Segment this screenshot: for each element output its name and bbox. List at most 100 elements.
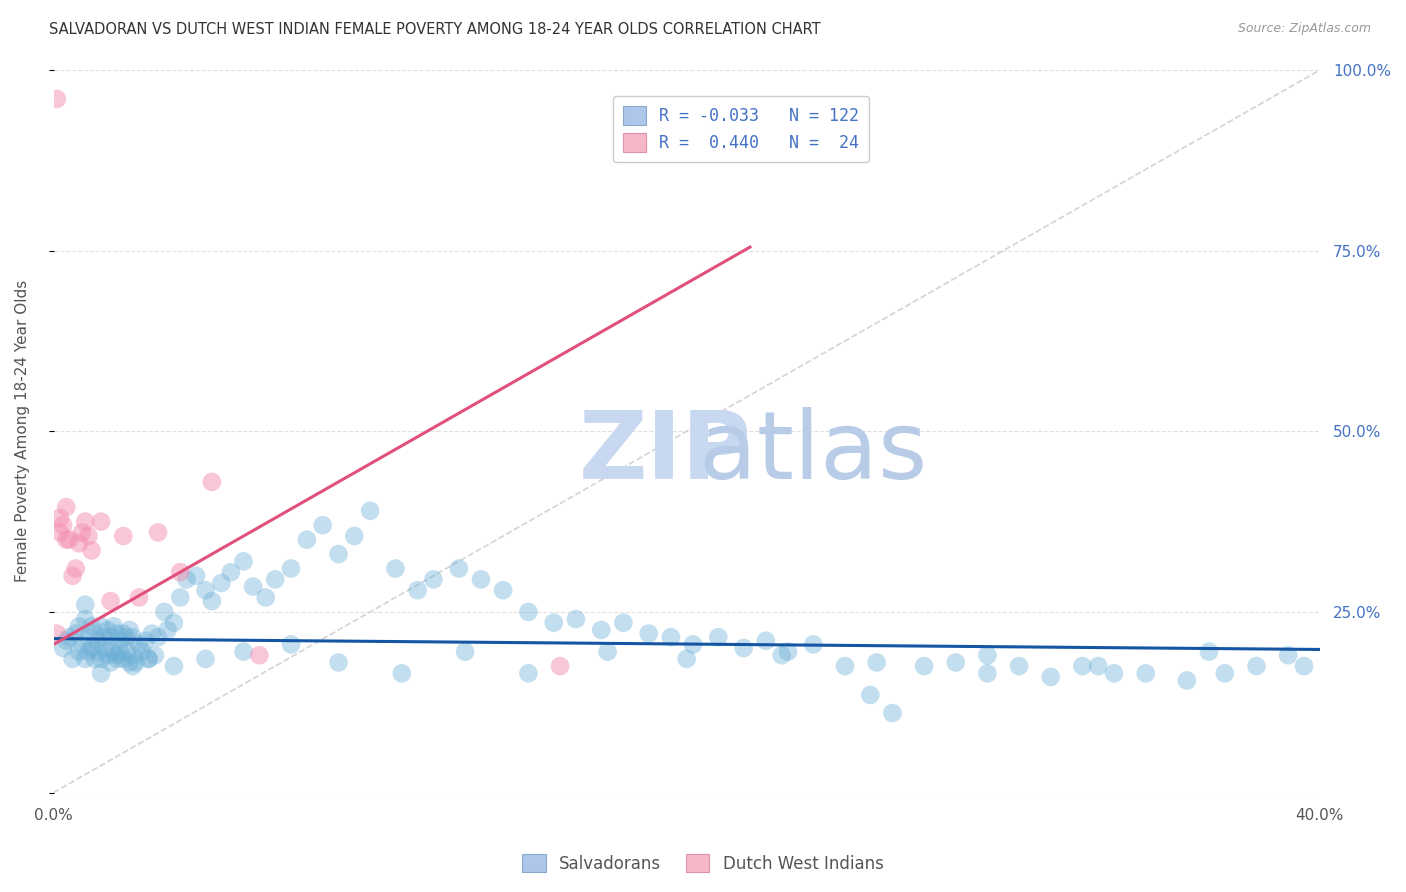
Point — [121, 630, 143, 644]
Text: ZIP: ZIP — [579, 407, 752, 499]
Point — [591, 623, 613, 637]
Point — [1213, 666, 1236, 681]
Point — [1277, 648, 1299, 663]
Point — [100, 594, 122, 608]
Point — [865, 656, 887, 670]
Point — [138, 652, 160, 666]
Y-axis label: Female Poverty Among 18-24 Year Olds: Female Poverty Among 18-24 Year Olds — [15, 280, 30, 582]
Point — [80, 543, 103, 558]
Point — [103, 645, 125, 659]
Point — [565, 612, 588, 626]
Point — [548, 659, 571, 673]
Point — [93, 630, 115, 644]
Point — [134, 633, 156, 648]
Point — [675, 652, 697, 666]
Point — [242, 580, 264, 594]
Point — [447, 561, 470, 575]
Point — [115, 645, 138, 659]
Point — [976, 666, 998, 681]
Point — [517, 666, 540, 681]
Point — [201, 475, 224, 489]
Point — [105, 648, 128, 663]
Point — [1246, 659, 1268, 673]
Point — [108, 633, 131, 648]
Point — [55, 533, 77, 547]
Point — [112, 626, 135, 640]
Point — [1198, 645, 1220, 659]
Point — [219, 565, 242, 579]
Point — [406, 583, 429, 598]
Point — [75, 598, 97, 612]
Point — [65, 626, 87, 640]
Point — [682, 637, 704, 651]
Point — [100, 656, 122, 670]
Point — [146, 525, 169, 540]
Point — [328, 547, 350, 561]
Point — [707, 630, 730, 644]
Point — [49, 525, 72, 540]
Point — [153, 605, 176, 619]
Point — [733, 640, 755, 655]
Point — [80, 619, 103, 633]
Point — [755, 633, 778, 648]
Point — [80, 640, 103, 655]
Text: Source: ZipAtlas.com: Source: ZipAtlas.com — [1237, 22, 1371, 36]
Point — [52, 518, 75, 533]
Point — [67, 645, 90, 659]
Point — [121, 648, 143, 663]
Point — [65, 561, 87, 575]
Point — [105, 652, 128, 666]
Point — [62, 568, 84, 582]
Point — [90, 515, 112, 529]
Point — [103, 619, 125, 633]
Point — [67, 536, 90, 550]
Point — [77, 529, 100, 543]
Point — [454, 645, 477, 659]
Point — [280, 561, 302, 575]
Point — [359, 504, 381, 518]
Text: SALVADORAN VS DUTCH WEST INDIAN FEMALE POVERTY AMONG 18-24 YEAR OLDS CORRELATION: SALVADORAN VS DUTCH WEST INDIAN FEMALE P… — [49, 22, 821, 37]
Legend: R = -0.033   N = 122, R =  0.440   N =  24: R = -0.033 N = 122, R = 0.440 N = 24 — [613, 96, 869, 162]
Point — [87, 633, 110, 648]
Point — [108, 645, 131, 659]
Point — [75, 652, 97, 666]
Point — [105, 626, 128, 640]
Point — [67, 619, 90, 633]
Point — [295, 533, 318, 547]
Point — [58, 630, 80, 644]
Point — [45, 92, 67, 106]
Point — [945, 656, 967, 670]
Point — [1008, 659, 1031, 673]
Point — [112, 529, 135, 543]
Point — [801, 637, 824, 651]
Point — [834, 659, 856, 673]
Point — [100, 630, 122, 644]
Point — [912, 659, 935, 673]
Point — [254, 591, 277, 605]
Point — [1175, 673, 1198, 688]
Point — [637, 626, 659, 640]
Point — [209, 576, 232, 591]
Point — [169, 565, 191, 579]
Point — [96, 648, 118, 663]
Point — [770, 648, 793, 663]
Point — [58, 533, 80, 547]
Point — [976, 648, 998, 663]
Point — [184, 568, 207, 582]
Point — [146, 630, 169, 644]
Point — [776, 645, 799, 659]
Point — [1039, 670, 1062, 684]
Point — [232, 645, 254, 659]
Point — [280, 637, 302, 651]
Point — [128, 637, 150, 651]
Point — [328, 656, 350, 670]
Point — [1071, 659, 1094, 673]
Point — [141, 626, 163, 640]
Point — [194, 583, 217, 598]
Point — [1135, 666, 1157, 681]
Point — [343, 529, 366, 543]
Point — [492, 583, 515, 598]
Point — [882, 706, 904, 720]
Point — [118, 623, 141, 637]
Point — [52, 640, 75, 655]
